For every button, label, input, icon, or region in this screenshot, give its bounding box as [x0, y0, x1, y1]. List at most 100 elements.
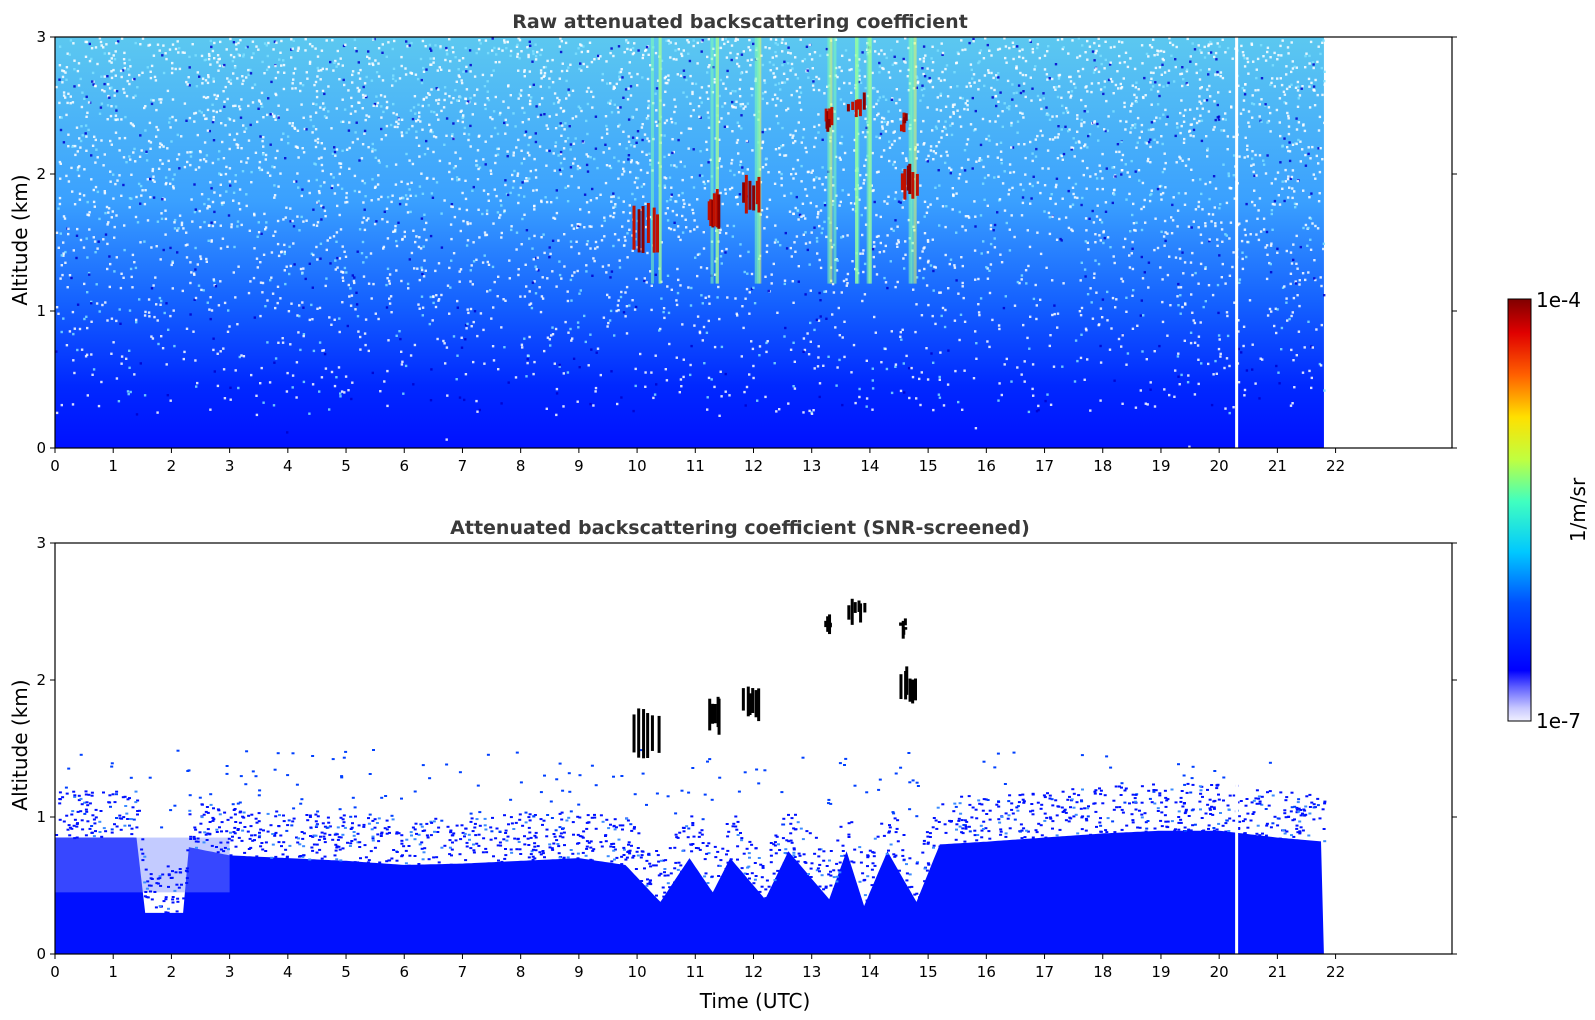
noise-speck — [1265, 277, 1269, 281]
noise-speck — [559, 106, 563, 110]
noise-speck — [119, 69, 123, 73]
noise-speck — [1131, 267, 1135, 271]
noise-speck — [283, 243, 286, 247]
noise-speck — [808, 43, 811, 47]
noise-speck — [1008, 163, 1012, 166]
noise-speck — [878, 71, 881, 74]
noise-speck — [1007, 193, 1010, 196]
noise-speck — [475, 164, 479, 167]
noise-speck — [214, 285, 218, 288]
noise-speck — [1204, 267, 1207, 270]
noise-speck — [164, 233, 167, 236]
noise-speck — [317, 69, 320, 72]
noise-speck — [1167, 81, 1170, 85]
noise-speck — [1289, 272, 1293, 275]
noise-speck — [804, 188, 807, 191]
noise-speck — [724, 390, 727, 393]
noise-speck — [274, 76, 277, 80]
noise-speck — [352, 279, 356, 283]
noise-speck — [970, 68, 973, 71]
noise-speck — [901, 152, 904, 155]
noise-speck — [1183, 339, 1186, 342]
noise-speck — [1163, 388, 1166, 391]
noise-speck — [671, 209, 675, 213]
noise-speck — [289, 264, 292, 268]
noise-speck — [1103, 128, 1106, 131]
noise-speck — [465, 70, 468, 73]
noise-speck — [606, 293, 609, 297]
noise-speck — [62, 91, 66, 94]
noise-speck — [1111, 80, 1114, 83]
noise-speck — [1203, 99, 1206, 102]
noise-speck — [406, 282, 410, 286]
noise-speck — [624, 239, 627, 242]
noise-speck — [631, 234, 634, 237]
noise-speck — [240, 160, 243, 163]
noise-speck — [1271, 228, 1274, 231]
noise-speck — [1300, 87, 1303, 90]
noise-speck — [804, 217, 807, 220]
noise-speck — [594, 115, 598, 118]
noise-speck — [792, 167, 795, 171]
noise-speck — [997, 114, 1000, 118]
noise-speck — [1001, 110, 1004, 113]
noise-speck — [1219, 203, 1222, 206]
noise-speck — [1273, 203, 1276, 206]
noise-speck — [864, 158, 868, 162]
noise-speck — [893, 61, 897, 65]
noise-speck — [727, 112, 730, 115]
noise-speck — [1207, 44, 1210, 48]
noise-speck — [899, 389, 903, 393]
noise-speck — [548, 149, 551, 153]
noise-speck — [513, 169, 516, 173]
noise-speck — [1054, 136, 1057, 139]
noise-speck — [1140, 299, 1143, 302]
noise-speck — [66, 101, 69, 105]
noise-speck — [1308, 196, 1311, 199]
noise-speck — [363, 129, 367, 133]
noise-speck — [1083, 110, 1086, 113]
noise-speck — [558, 365, 561, 368]
noise-speck — [812, 88, 816, 92]
noise-speck — [1095, 215, 1099, 218]
noise-speck — [873, 118, 876, 121]
noise-speck — [182, 227, 185, 230]
noise-speck — [794, 140, 797, 143]
noise-speck — [123, 136, 127, 140]
noise-speck — [383, 210, 386, 213]
noise-speck — [765, 350, 768, 354]
noise-speck — [1024, 173, 1027, 176]
noise-speck — [719, 78, 723, 82]
noise-speck — [740, 355, 743, 358]
noise-speck — [634, 384, 637, 388]
noise-speck — [1295, 128, 1299, 131]
noise-speck — [336, 49, 339, 53]
noise-speck — [134, 160, 137, 163]
noise-speck — [1201, 208, 1204, 211]
noise-speck — [573, 157, 576, 161]
noise-speck — [277, 104, 280, 107]
noise-speck — [1190, 123, 1193, 126]
noise-speck — [326, 239, 329, 242]
noise-speck — [698, 252, 701, 256]
noise-speck — [502, 100, 505, 103]
noise-speck — [628, 204, 631, 207]
noise-speck — [689, 74, 692, 78]
noise-speck — [1207, 284, 1211, 287]
noise-speck — [811, 67, 814, 70]
noise-speck — [534, 292, 538, 295]
noise-speck — [162, 44, 165, 47]
noise-speck — [361, 107, 364, 110]
noise-speck — [170, 140, 173, 143]
noise-speck — [953, 71, 956, 74]
noise-speck — [1207, 73, 1210, 76]
noise-speck — [371, 371, 374, 375]
noise-speck — [761, 63, 765, 67]
noise-speck — [448, 95, 451, 98]
noise-speck — [524, 263, 527, 266]
noise-speck — [1226, 46, 1230, 50]
noise-speck — [365, 75, 368, 79]
raw-background — [55, 37, 1324, 448]
noise-speck — [949, 124, 952, 127]
noise-speck — [859, 252, 862, 255]
